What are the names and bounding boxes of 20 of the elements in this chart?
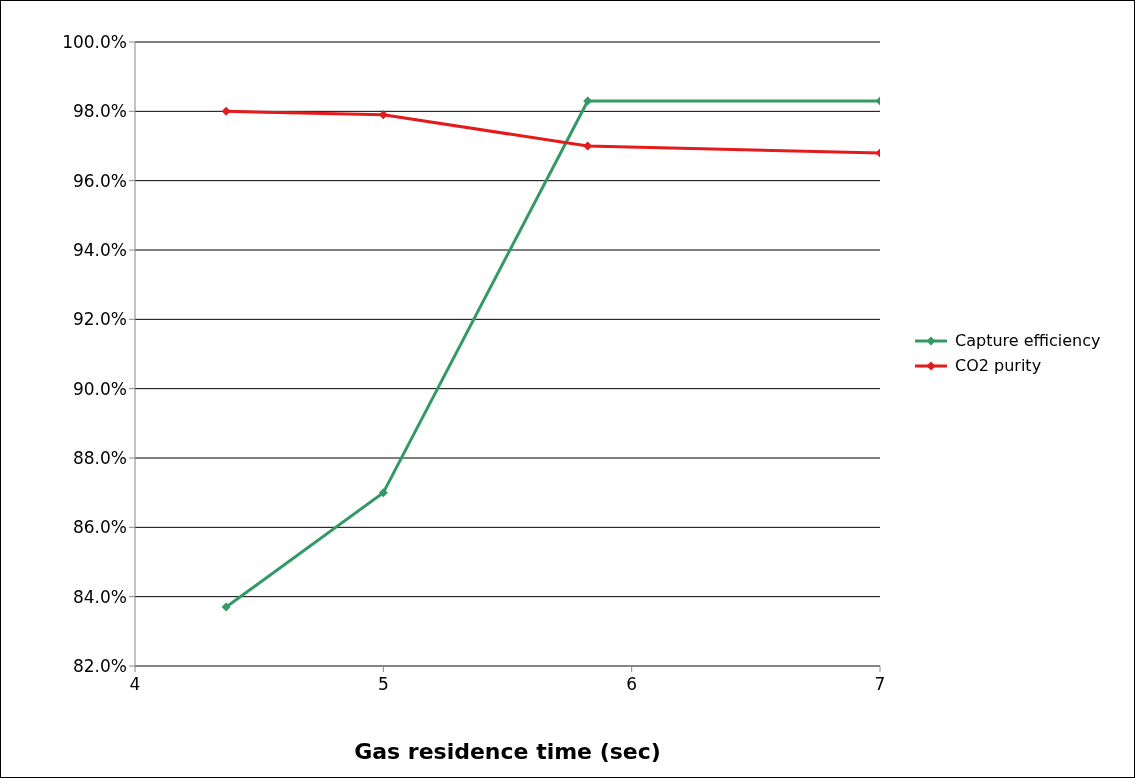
y-tick-label: 88.0% — [72, 448, 127, 469]
x-tick-label: 5 — [377, 674, 389, 695]
y-tick-label: 98.0% — [72, 101, 127, 122]
point — [221, 602, 231, 612]
y-tick-label: 86.0% — [72, 517, 127, 538]
y-tick-label: 96.0% — [72, 170, 127, 191]
y-tick-label: 94.0% — [72, 240, 127, 261]
point — [221, 106, 231, 116]
y-tick-label: 100.0% — [62, 32, 127, 53]
legend-label: CO2 purity — [955, 356, 1042, 375]
x-axis-title: Gas residence time (sec) — [354, 739, 661, 764]
x-tick-label: 4 — [129, 674, 141, 695]
y-tick-label: 92.0% — [72, 309, 127, 330]
x-tick-label: 6 — [626, 674, 638, 695]
y-tick-label: 90.0% — [72, 378, 127, 399]
legend-label: Capture efficiency — [955, 331, 1101, 350]
point — [378, 488, 388, 498]
y-tick-label: 82.0% — [72, 656, 127, 677]
x-tick-label: 7 — [874, 674, 886, 695]
y-tick-label: 84.0% — [72, 586, 127, 607]
